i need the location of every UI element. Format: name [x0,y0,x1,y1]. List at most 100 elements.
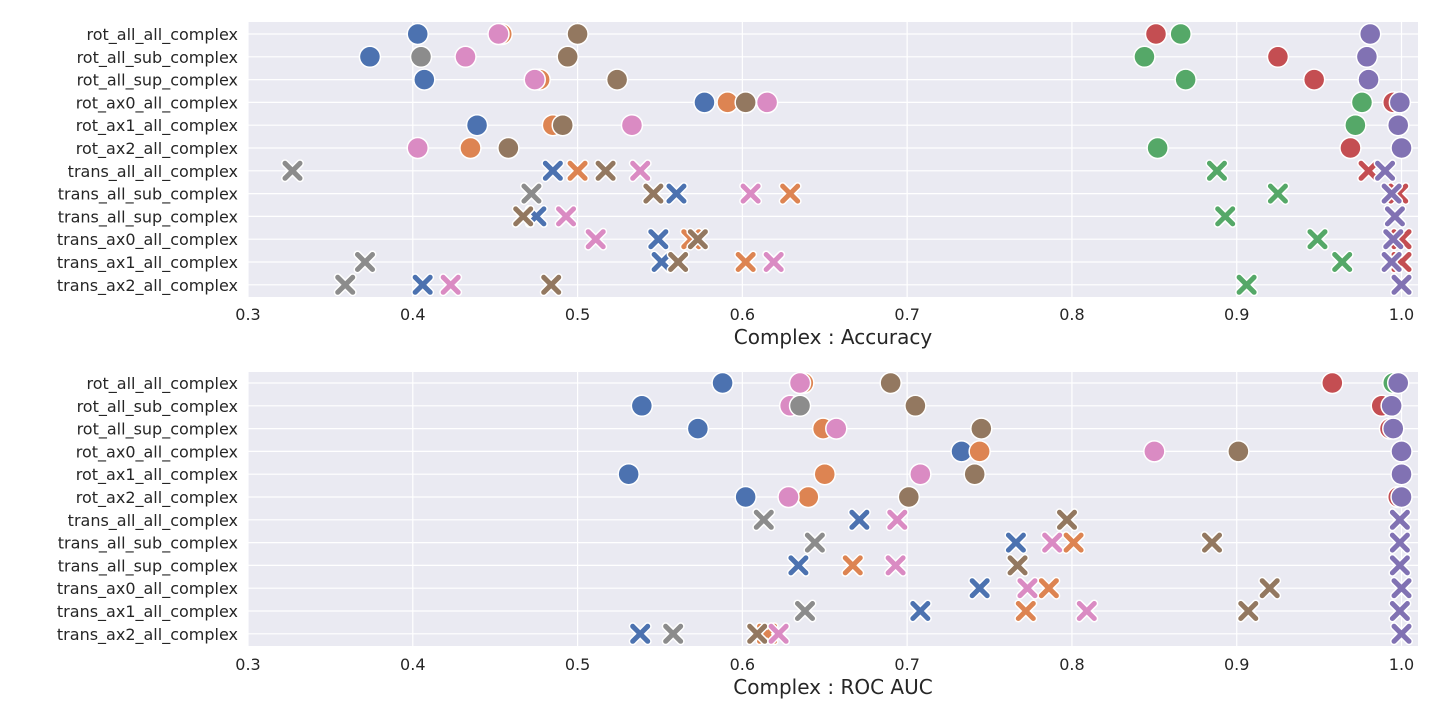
data-point [411,273,435,297]
data-point [413,68,436,91]
data-point [1235,273,1259,297]
data-point [734,91,757,114]
data-point [454,45,477,69]
data-point [755,91,779,114]
data-point [909,462,932,486]
y-tick-label: trans_all_sub_complex [58,185,238,205]
x-tick-label: 0.4 [400,655,425,674]
x-tick-label: 0.6 [730,305,755,324]
data-point [1388,531,1412,555]
data-point [1390,440,1413,463]
x-tick-label: 0.8 [1059,305,1084,324]
y-tick-label: rot_all_sup_complex [77,420,238,440]
y-tick-label: trans_ax0_all_complex [57,579,238,599]
y-tick-label: rot_ax0_all_complex [76,93,238,113]
data-point [584,227,608,251]
y-tick-label: rot_all_sub_complex [77,397,238,417]
y-tick-label: trans_ax2_all_complex [57,625,238,645]
data-point [1350,91,1374,114]
x-axis-title: Complex : ROC AUC [733,675,932,699]
data-point [711,371,734,395]
x-tick-label: 0.5 [565,655,590,674]
data-point [1380,394,1403,418]
data-point [1236,599,1260,623]
data-point [1339,136,1362,160]
x-tick-label: 0.4 [400,305,425,324]
x-tick-label: 0.9 [1224,305,1249,324]
data-point [778,182,802,206]
data-point [487,22,510,46]
y-tick-label: trans_all_sup_complex [58,207,238,227]
data-point [620,113,644,137]
roc-auc-panel: 0.3 0.4 0.5 0.6 0.7 0.8 0.9 1.0 rot_all_all_comp… [57,371,1418,699]
data-point [1075,599,1099,623]
data-point [847,508,871,532]
y-tick-label: trans_all_sup_complex [58,556,238,576]
data-point [1146,136,1169,160]
data-point [617,462,640,486]
data-point [628,622,652,646]
data-point [1390,462,1413,486]
data-point [762,250,786,274]
data-point [1390,485,1413,509]
data-point [465,113,489,137]
data-point [519,182,543,206]
data-point [1144,22,1168,46]
data-point [788,394,812,418]
data-point [666,250,690,274]
data-point [1355,45,1379,69]
data-point [686,227,710,251]
data-point [333,273,357,297]
data-point [1373,159,1397,183]
y-tick-label: trans_ax1_all_complex [57,253,238,273]
data-point [566,159,590,183]
data-point [1390,273,1414,297]
data-point [646,227,670,251]
data-point [406,136,429,160]
data-point [1357,159,1381,183]
y-tick-label: trans_all_all_complex [68,511,238,531]
data-point [970,417,993,440]
x-tick-label: 0.3 [235,655,260,674]
data-point [1062,531,1086,555]
data-point [459,136,482,160]
data-point [511,204,535,228]
data-point [1174,68,1197,91]
y-tick-label: rot_ax0_all_complex [76,442,238,462]
data-point [1344,113,1367,137]
data-point [963,462,986,486]
y-tick-label: trans_all_all_complex [68,162,238,182]
data-point [1390,622,1414,646]
plot-area [248,22,1418,297]
data-point [523,68,546,91]
data-point [358,45,382,69]
data-point [745,622,769,646]
data-point [605,68,629,91]
data-point [551,113,574,137]
data-point [1358,22,1382,46]
data-point [786,553,810,577]
y-tick-label: trans_ax1_all_complex [57,602,238,622]
data-point [841,553,865,577]
y-tick-label: rot_all_all_complex [87,374,238,394]
data-point [1143,440,1166,463]
data-point [813,462,837,486]
data-point [1388,599,1412,623]
data-point [739,182,763,206]
x-tick-label: 0.6 [730,655,755,674]
x-axis-title: Complex : Accuracy [734,325,933,349]
data-point [1015,576,1039,600]
data-point [1266,182,1290,206]
data-point [1055,508,1079,532]
x-tick-label: 0.3 [235,305,260,324]
accuracy-panel: 0.3 0.4 0.5 0.6 0.7 0.8 0.9 1.0 rot_all_all_comp… [57,22,1418,349]
data-point [1330,250,1354,274]
data-point [650,250,674,274]
y-tick-label: rot_ax2_all_complex [76,139,238,159]
data-point [904,394,927,418]
data-point [752,508,776,532]
data-point [1205,159,1229,183]
data-point [353,250,377,274]
data-point [566,22,589,46]
